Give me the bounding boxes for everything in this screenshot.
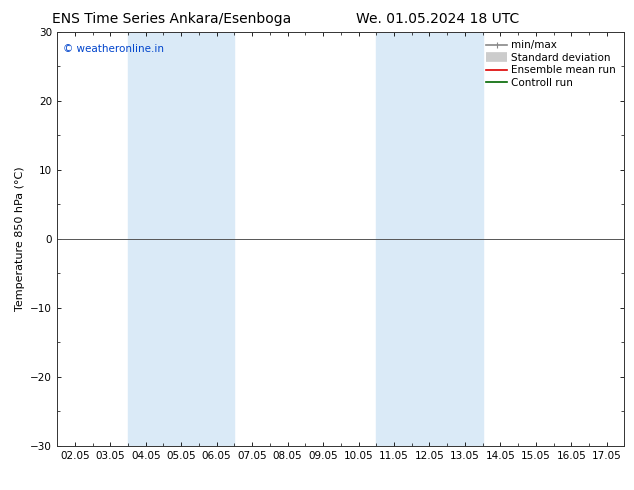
Bar [128,32,235,446]
Legend: min/max, Standard deviation, Ensemble mean run, Controll run: min/max, Standard deviation, Ensemble me… [483,37,619,91]
Text: ENS Time Series Ankara/Esenboga: ENS Time Series Ankara/Esenboga [51,12,291,26]
Y-axis label: Temperature 850 hPa (°C): Temperature 850 hPa (°C) [15,167,25,311]
Bar [376,32,482,446]
Text: © weatheronline.in: © weatheronline.in [63,44,164,54]
Text: We. 01.05.2024 18 UTC: We. 01.05.2024 18 UTC [356,12,519,26]
